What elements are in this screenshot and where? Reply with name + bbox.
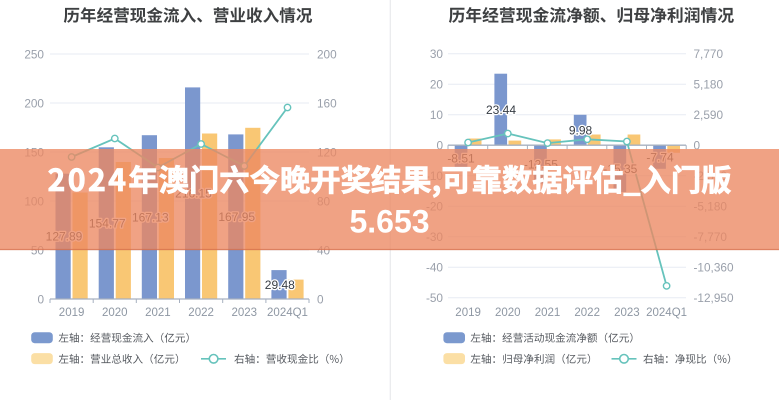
svg-text:2,590: 2,590 [694, 108, 724, 122]
svg-text:2024Q1: 2024Q1 [646, 307, 687, 319]
svg-text:2023: 2023 [232, 307, 258, 319]
svg-text:200: 200 [317, 47, 337, 61]
svg-text:250: 250 [24, 47, 44, 61]
svg-text:-40: -40 [426, 261, 443, 275]
svg-text:30: 30 [430, 47, 444, 61]
svg-text:0: 0 [37, 292, 44, 306]
svg-text:20: 20 [430, 78, 444, 92]
svg-text:-12,950: -12,950 [694, 291, 734, 305]
svg-text:2021: 2021 [145, 307, 171, 319]
svg-text:200: 200 [24, 96, 44, 110]
svg-text:7,770: 7,770 [694, 47, 724, 61]
svg-text:5.653: 5.653 [349, 204, 429, 240]
svg-text:0: 0 [436, 139, 443, 153]
svg-text:23.44: 23.44 [486, 103, 516, 117]
svg-text:5,180: 5,180 [694, 78, 724, 92]
svg-text:-10,360: -10,360 [694, 261, 734, 275]
svg-text:2020: 2020 [495, 307, 521, 319]
svg-text:2022: 2022 [188, 307, 214, 319]
svg-text:2021: 2021 [535, 307, 561, 319]
svg-text:160: 160 [317, 96, 337, 110]
svg-text:9.98: 9.98 [569, 123, 593, 137]
svg-text:2020: 2020 [102, 307, 128, 319]
svg-text:10: 10 [430, 108, 444, 122]
svg-text:2019: 2019 [59, 307, 85, 319]
svg-text:0: 0 [694, 139, 701, 153]
svg-text:2019: 2019 [455, 307, 481, 319]
svg-text:2024Q1: 2024Q1 [267, 307, 308, 319]
svg-text:2022: 2022 [574, 307, 600, 319]
svg-text:0: 0 [317, 292, 324, 306]
svg-text:2023: 2023 [614, 307, 640, 319]
svg-text:-50: -50 [426, 291, 443, 305]
svg-text:29.48: 29.48 [265, 278, 295, 292]
